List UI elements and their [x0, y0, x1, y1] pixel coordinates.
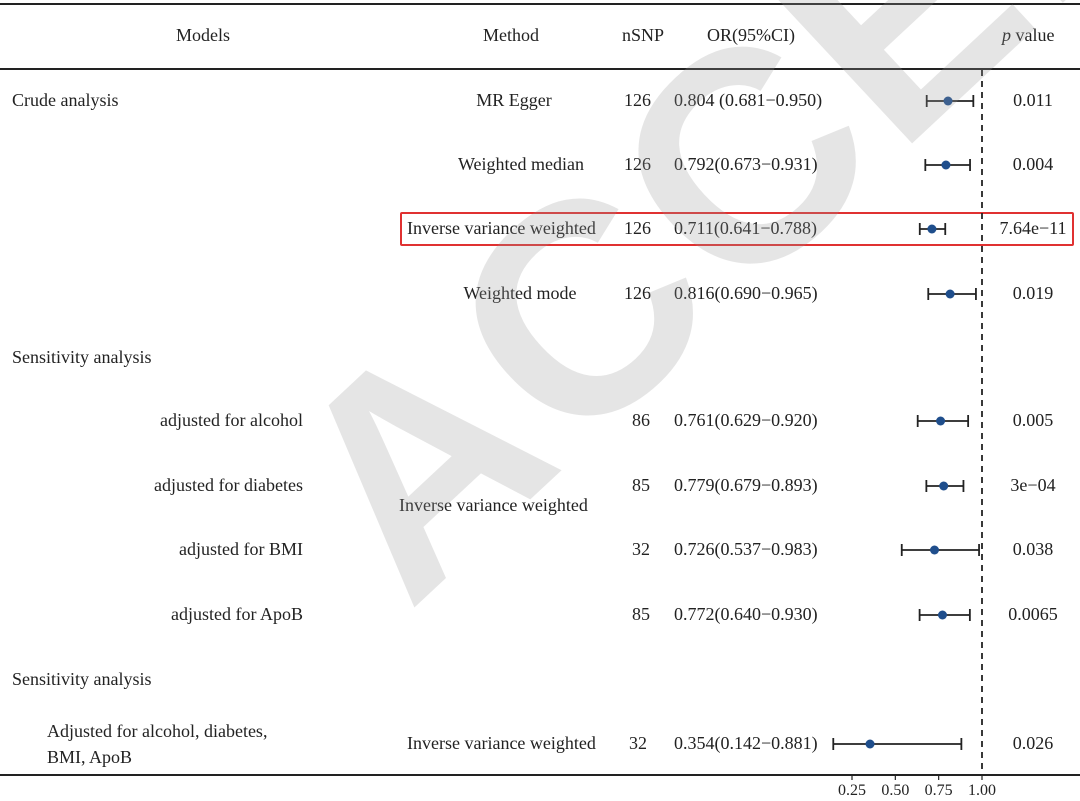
- subgroup-label: Adjusted for alcohol, diabetes,: [47, 721, 268, 741]
- method-label: MR Egger: [476, 90, 552, 110]
- or-ci-cell: 0.779(0.679−0.893): [674, 475, 818, 495]
- header-p-rest: value: [1011, 25, 1055, 45]
- p-value-cell: 0.038: [1012, 539, 1054, 559]
- axis-tick-label: 0.50: [881, 782, 909, 799]
- subgroup-label-line2: BMI, ApoB: [47, 747, 133, 767]
- point-estimate: [941, 160, 951, 170]
- nsnp-cell: 32: [632, 539, 650, 559]
- p-value-cell: 0.011: [1013, 90, 1053, 110]
- group-label: Sensitivity analysis: [12, 347, 152, 367]
- p-value-cell: 7.64e−11: [999, 218, 1067, 238]
- point-estimate: [945, 289, 955, 299]
- nsnp-cell: 85: [632, 604, 650, 624]
- axis-tick-label: 1.00: [968, 782, 996, 799]
- header-rule: [0, 68, 1080, 70]
- point-estimate: [930, 545, 940, 555]
- header-or-ci: OR(95%CI): [707, 25, 795, 45]
- header-nsnp: nSNP: [621, 25, 665, 45]
- highlight-box: [400, 212, 1074, 246]
- point-estimate: [943, 96, 953, 106]
- header-models: Models: [176, 25, 230, 45]
- point-estimate: [936, 416, 946, 426]
- or-ci-cell: 0.726(0.537−0.983): [674, 539, 818, 559]
- subgroup-label: adjusted for BMI: [179, 539, 303, 559]
- group-label: Crude analysis: [12, 90, 119, 110]
- or-ci-cell: 0.761(0.629−0.920): [674, 410, 818, 430]
- nsnp-cell: 86: [632, 410, 650, 430]
- subgroup-label: adjusted for diabetes: [154, 475, 303, 495]
- top-rule: [0, 3, 1080, 5]
- or-ci-cell: 0.816(0.690−0.965): [674, 283, 818, 303]
- p-value-cell: 3e−04: [1010, 475, 1056, 495]
- point-estimate: [939, 481, 949, 491]
- axis-tick-label: 0.75: [925, 782, 953, 799]
- nsnp-cell: 32: [629, 733, 647, 753]
- subgroup-label: adjusted for alcohol: [160, 410, 303, 430]
- or-ci-cell: 0.792(0.673−0.931): [674, 154, 818, 174]
- method-label: Inverse variance weighted: [407, 733, 596, 753]
- or-ci-cell: 0.804 (0.681−0.950): [674, 90, 823, 110]
- method-label: Inverse variance weighted: [407, 218, 596, 238]
- or-ci-cell: 0.772(0.640−0.930): [674, 604, 818, 624]
- p-value-cell: 0.004: [1012, 154, 1054, 174]
- point-estimate: [865, 739, 875, 749]
- axis-tick-label: 0.25: [838, 782, 866, 799]
- method-label: Weighted mode: [463, 283, 577, 303]
- nsnp-cell: 126: [624, 218, 651, 238]
- or-ci-cell: 0.354(0.142−0.881): [674, 733, 818, 753]
- header-method: Method: [483, 25, 539, 45]
- nsnp-cell: 126: [624, 90, 651, 110]
- nsnp-cell: 126: [624, 154, 651, 174]
- point-estimate: [927, 224, 937, 234]
- or-ci-cell: 0.711(0.641−0.788): [674, 218, 817, 238]
- p-value-cell: 0.0065: [1008, 604, 1058, 624]
- header-p-italic: p: [1002, 25, 1011, 45]
- method-label: Weighted median: [457, 154, 585, 174]
- nsnp-cell: 85: [632, 475, 650, 495]
- bottom-rule: [0, 774, 1080, 776]
- p-value-cell: 0.026: [1012, 733, 1054, 753]
- nsnp-cell: 126: [624, 283, 651, 303]
- method-label: Inverse variance weighted: [399, 495, 588, 515]
- p-value-cell: 0.019: [1012, 283, 1054, 303]
- group-label: Sensitivity analysis: [12, 669, 152, 689]
- header-p-value: p value: [1002, 25, 1054, 45]
- subgroup-label: adjusted for ApoB: [171, 604, 303, 624]
- p-value-cell: 0.005: [1012, 410, 1054, 430]
- point-estimate: [937, 610, 947, 620]
